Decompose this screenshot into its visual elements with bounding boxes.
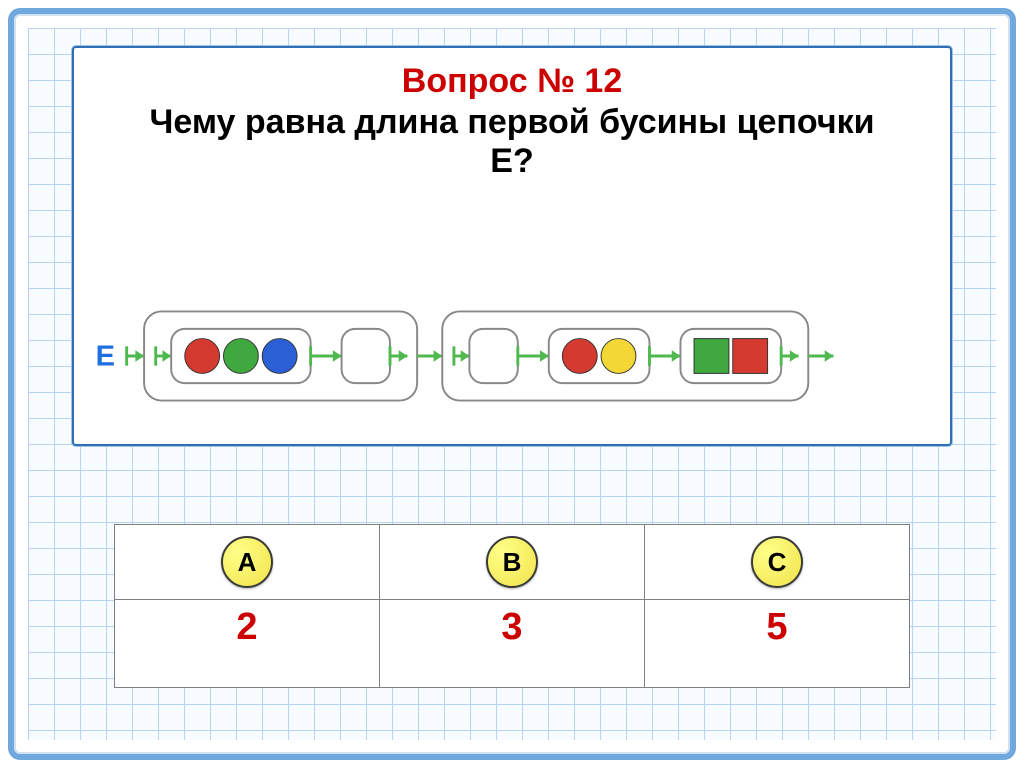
answer-value-c: 5 [645,600,910,688]
answers-table: A B C 2 3 5 [114,524,910,688]
answer-cell-c: C [645,525,910,600]
answer-button-b[interactable]: B [486,536,538,588]
question-text-line1: Чему равна длина первой бусины цепочки [94,103,930,142]
svg-text:Е: Е [96,341,115,373]
answer-cell-a: A [115,525,380,600]
answer-button-c[interactable]: C [751,536,803,588]
answer-cell-b: B [380,525,645,600]
answer-button-a[interactable]: A [221,536,273,588]
answer-value-a: 2 [115,600,380,688]
chain-diagram: Е [86,296,938,416]
slide-frame: Вопрос № 12 Чему равна длина первой буси… [8,8,1016,760]
answer-value-b: 3 [380,600,645,688]
question-text-line2: Е? [94,142,930,181]
chain-svg: Е [86,296,938,416]
question-card: Вопрос № 12 Чему равна длина первой буси… [72,46,952,446]
question-number: Вопрос № 12 [94,62,930,101]
